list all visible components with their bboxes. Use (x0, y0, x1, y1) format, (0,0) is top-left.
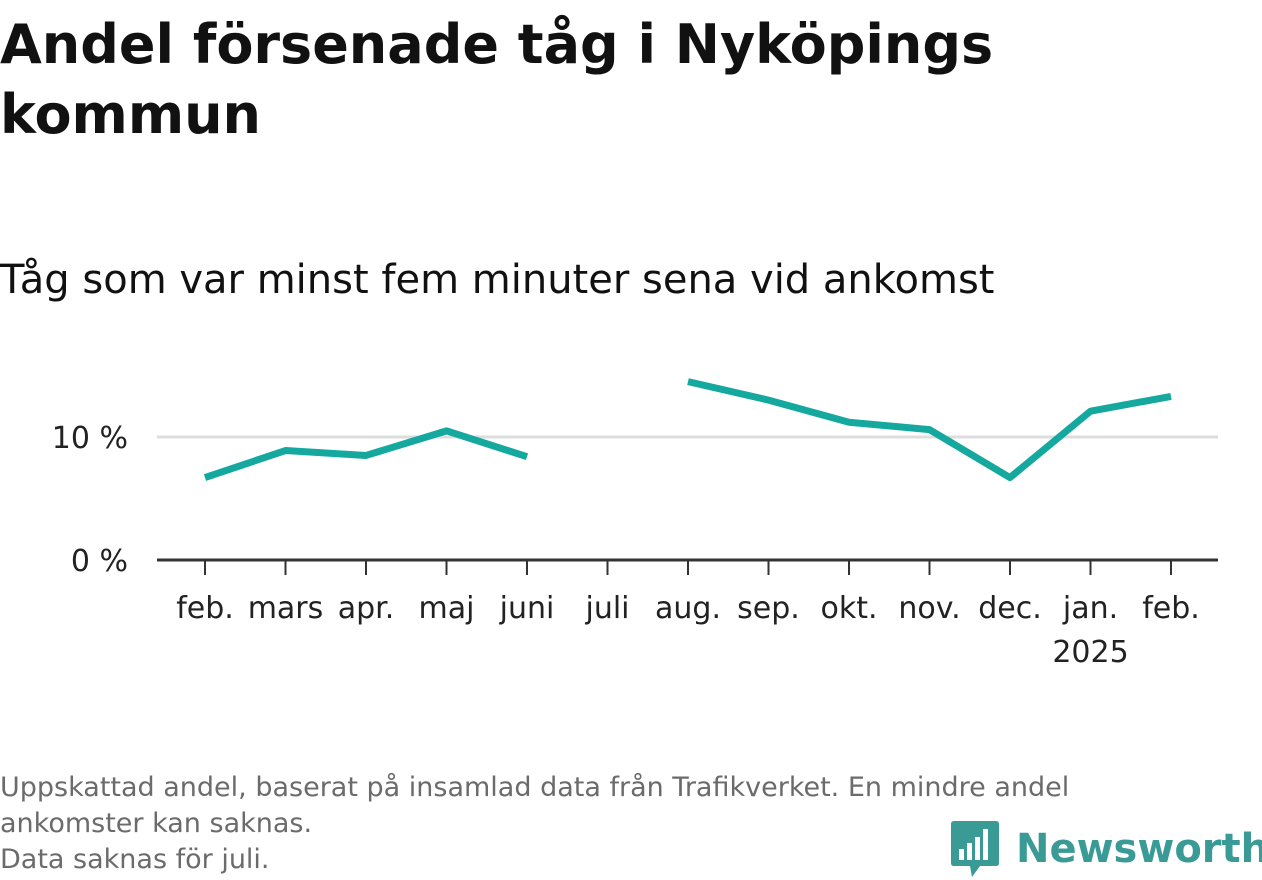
series-0-line-segment-0 (203, 427, 529, 481)
chart-subtitle: Tåg som var minst fem minuter sena vid a… (0, 257, 995, 303)
series-0-line-segment-1 (687, 378, 1172, 482)
x-tick-sublabel-11: 2025 (1052, 635, 1128, 670)
x-tick-label-2: apr. (338, 591, 395, 626)
x-tick-label-7: sep. (737, 591, 800, 626)
x-tick-label-8: okt. (820, 591, 877, 626)
y-axis-labels: 0 % 10 % (52, 421, 128, 579)
x-tick-label-6: aug. (655, 591, 721, 626)
footer-note: Uppskattad andel, baserat på insamlad da… (0, 770, 1262, 878)
newsworthy-logo: Newsworthy (950, 818, 1262, 880)
x-tick-label-12: feb. (1142, 591, 1200, 626)
footer-note-line-2: ankomster kan saknas. (0, 808, 313, 839)
y-tick-label-0: 0 % (71, 544, 128, 579)
x-axis-labels: feb. mars apr. maj juni juli aug. sep. okt. nov. d… (176, 591, 1200, 670)
x-tick-label-3: maj (419, 591, 475, 626)
y-tick-label-1: 10 % (52, 421, 128, 456)
series-lines (203, 378, 1172, 482)
x-tick-label-4: juni (499, 591, 555, 626)
x-tick-label-1: mars (248, 591, 324, 626)
bar-chart-speech-bubble-icon (951, 821, 999, 877)
logo-text: Newsworthy (1016, 826, 1262, 872)
x-tick-label-10: dec. (978, 591, 1042, 626)
footer-note-line-1: Uppskattad andel, baserat på insamlad da… (0, 772, 1070, 803)
chart-title: Andel försenade tåg i Nyköpings kommun (0, 13, 994, 146)
x-tick-label-11: jan. (1062, 591, 1118, 626)
footer-note-line-3: Data saknas för juli. (0, 844, 270, 875)
x-axis (157, 558, 1218, 575)
x-tick-label-5: juli (584, 591, 629, 626)
x-tick-label-9: nov. (898, 591, 960, 626)
x-tick-label-0: feb. (176, 591, 234, 626)
